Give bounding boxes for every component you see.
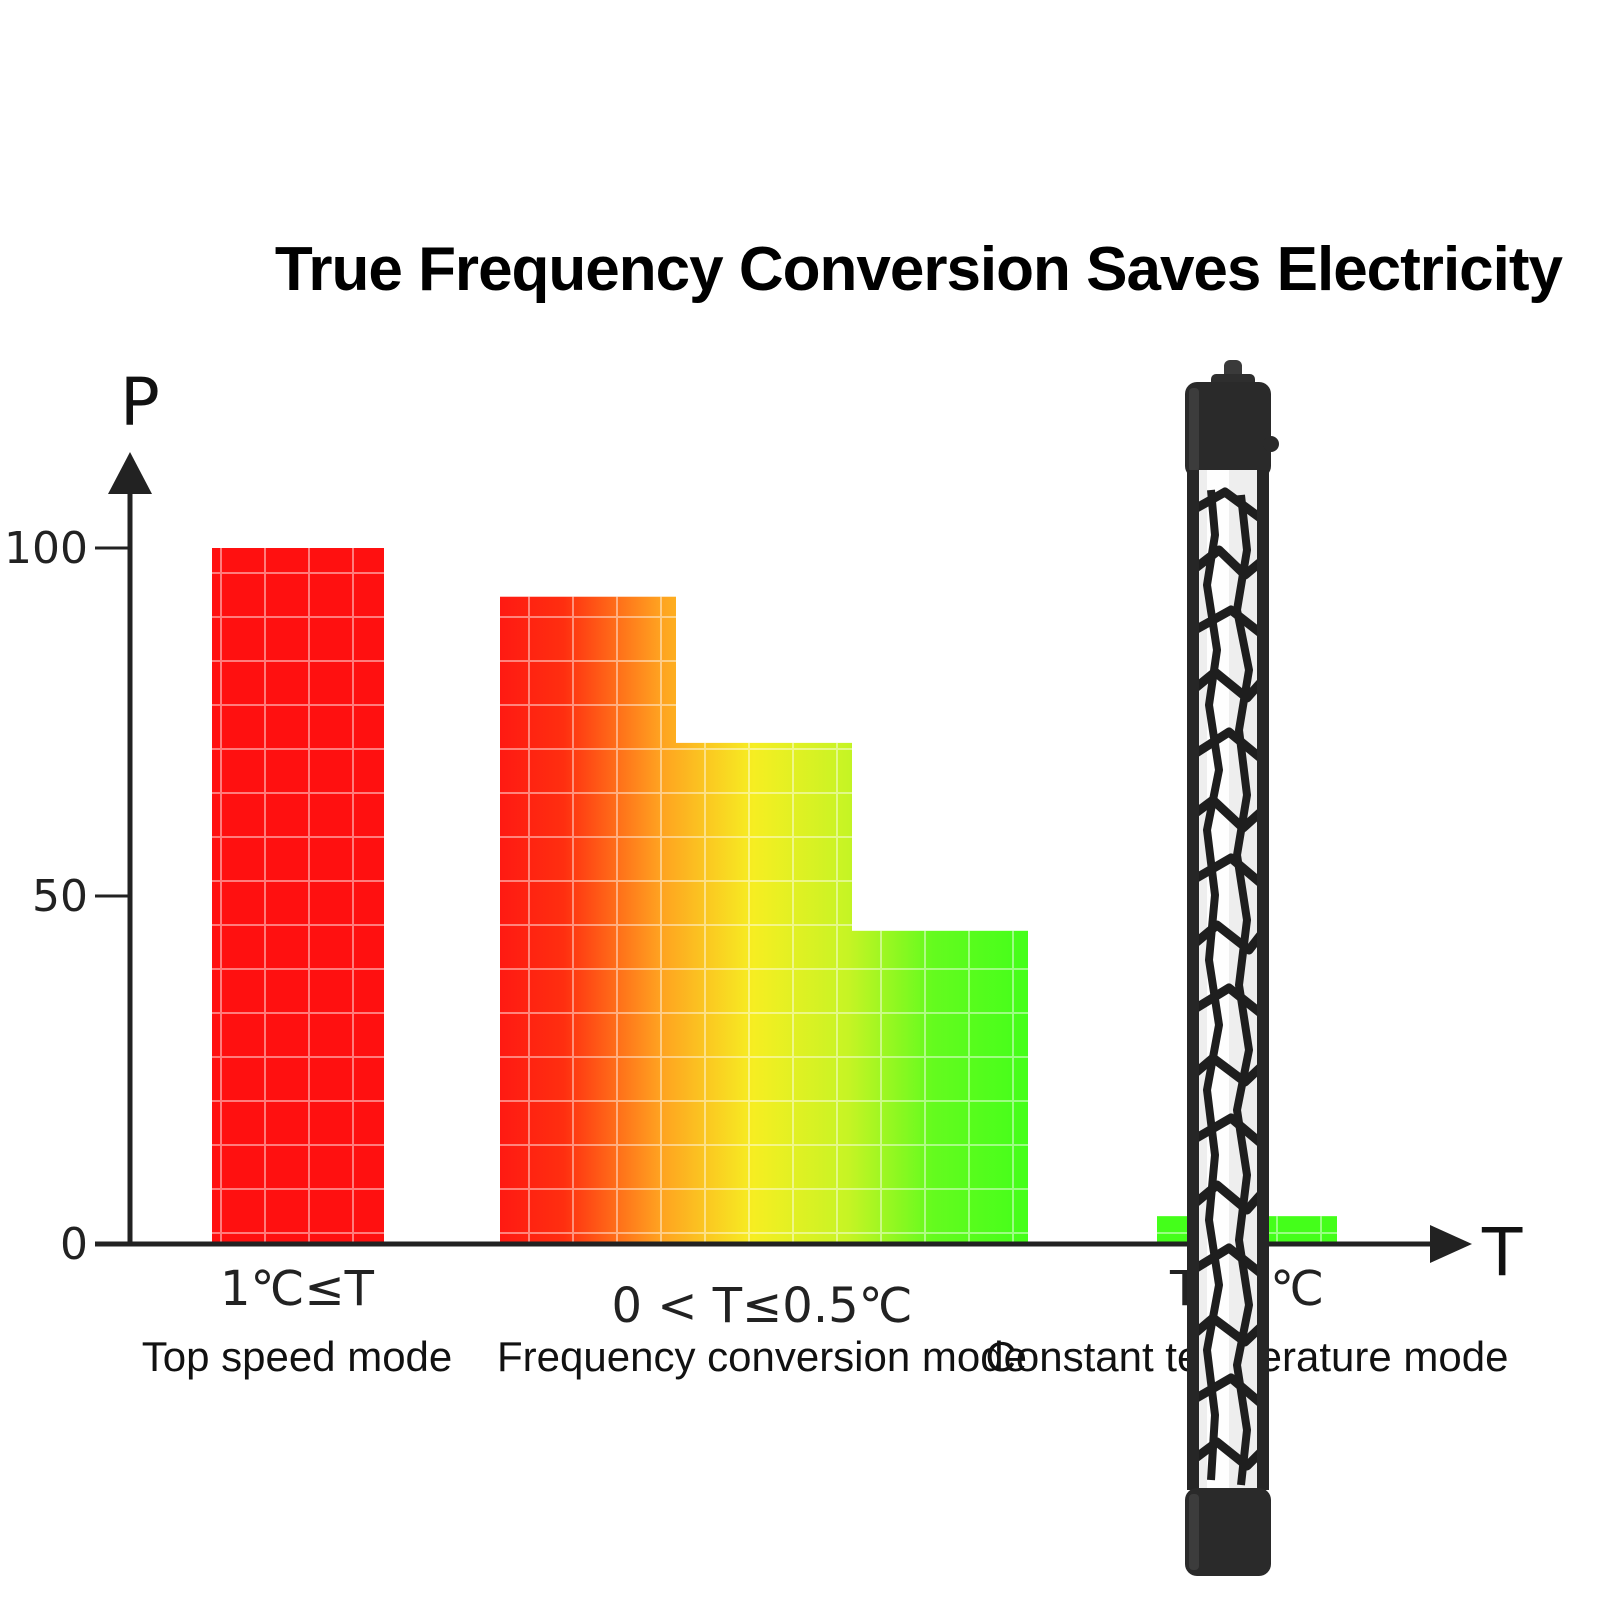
chart-title: True Frequency Conversion Saves Electric… bbox=[275, 235, 1564, 304]
condition-label: 1℃≤T bbox=[220, 1261, 375, 1317]
aquarium-heater-rod-icon bbox=[1185, 360, 1279, 1576]
y-ticks: 0 50 100 bbox=[4, 523, 130, 1270]
y-tick-label: 50 bbox=[32, 871, 88, 922]
bars-layer bbox=[212, 548, 1337, 1242]
x-axis-label: T bbox=[1481, 1214, 1523, 1291]
y-tick-label: 100 bbox=[4, 523, 88, 574]
mode-label: Frequency conversion mode bbox=[497, 1333, 1027, 1380]
y-tick-label: 0 bbox=[60, 1219, 88, 1270]
mode-label: Top speed mode bbox=[142, 1333, 453, 1380]
bar-grid-overlay bbox=[852, 930, 1028, 1242]
bar-grid-overlay bbox=[676, 742, 852, 1242]
bar-grid-overlay bbox=[212, 548, 384, 1242]
condition-label: 0 < T≤0.5℃ bbox=[611, 1278, 912, 1334]
bar-grid-overlay bbox=[500, 596, 676, 1242]
x-axis-arrow-icon bbox=[1430, 1225, 1472, 1263]
axes: P T bbox=[95, 364, 1523, 1291]
y-axis-label: P bbox=[120, 364, 160, 441]
y-axis-arrow-icon bbox=[108, 452, 152, 494]
